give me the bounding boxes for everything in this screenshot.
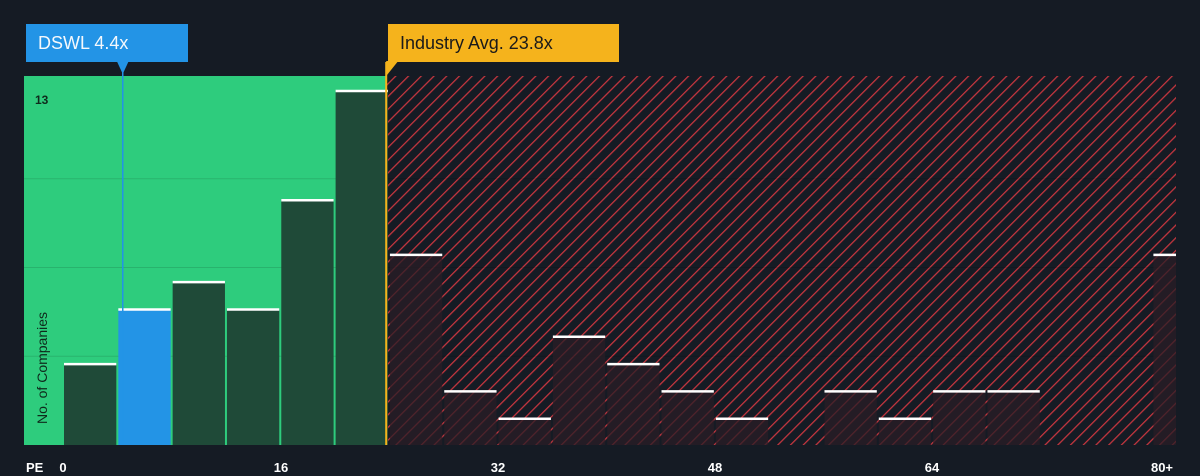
bar	[824, 390, 877, 445]
bar	[172, 281, 225, 445]
y-axis-label: No. of Companies	[34, 311, 50, 425]
bar	[878, 417, 932, 445]
industry-average-callout: Industry Avg. 23.8x	[388, 24, 619, 62]
overvalued-zone	[386, 76, 1177, 445]
bars	[64, 89, 1176, 445]
bar	[389, 253, 443, 445]
industry-callout-pointer	[386, 61, 399, 76]
bar	[335, 90, 388, 445]
x-tick-label: 48	[707, 460, 723, 475]
bar	[987, 390, 1040, 445]
bar-subject	[118, 308, 171, 445]
bar	[552, 335, 606, 445]
x-tick-label: 80+	[1150, 460, 1174, 475]
bar	[607, 363, 660, 445]
subject-callout: DSWL 4.4x	[26, 24, 188, 62]
bar	[933, 390, 986, 445]
bar	[281, 199, 334, 445]
bar	[226, 308, 280, 445]
bar	[444, 390, 497, 445]
x-tick-label: 64	[924, 460, 940, 475]
x-tick-label: 32	[490, 460, 506, 475]
bar	[64, 363, 117, 445]
x-tick-label: 16	[273, 460, 289, 475]
bar	[1153, 253, 1176, 445]
bar	[498, 417, 551, 445]
bar	[715, 417, 769, 445]
subject-callout-pointer	[116, 61, 129, 74]
y-max-tick-label: 13	[35, 93, 49, 107]
x-tick-label: 0	[59, 460, 67, 475]
x-axis-label: PE	[26, 460, 44, 475]
bar	[661, 390, 714, 445]
